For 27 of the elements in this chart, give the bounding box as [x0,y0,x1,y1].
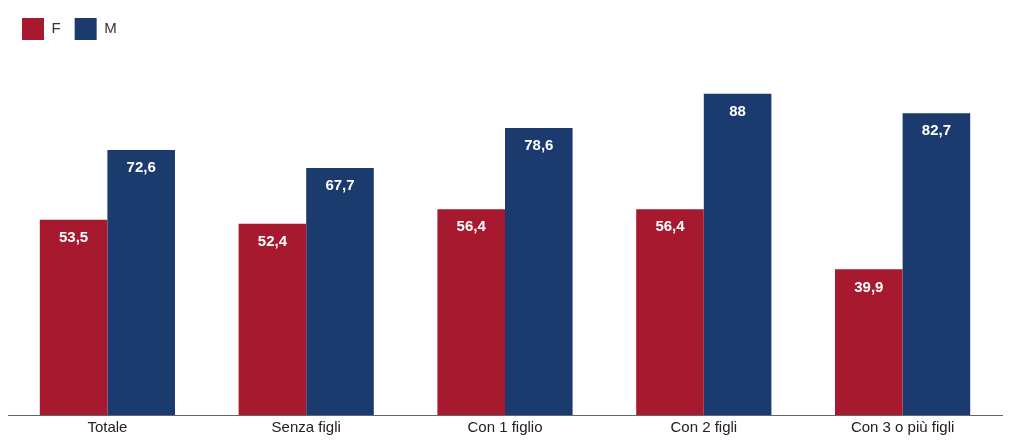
legend-label: M [104,19,117,37]
data-label: 56,4 [456,217,487,235]
bar [39,219,108,415]
legend-label: F [51,19,61,37]
x-tick-label: Totale [87,418,128,436]
data-label: 78,6 [524,136,554,154]
data-label: 53,5 [59,227,89,245]
data-label: 88 [729,101,746,119]
bar [703,93,772,415]
bar [107,150,175,415]
x-tick-label: Con 3 o più figli [850,418,955,436]
x-tick-label: Con 1 figlio [467,418,543,436]
bar [505,128,573,415]
data-label: 39,9 [854,277,884,295]
bar [636,209,704,415]
x-tick-label: Senza figli [271,418,341,436]
bar [437,209,505,415]
bar [306,167,374,415]
data-label: 52,4 [257,231,288,249]
data-label: 72,6 [126,158,156,176]
bar [238,223,307,415]
data-label: 82,7 [921,121,951,139]
data-label: 56,4 [655,217,686,235]
bar [902,113,971,415]
x-tick-label: Con 2 figli [670,418,738,436]
data-label: 67,7 [325,176,355,194]
bar [835,269,903,415]
